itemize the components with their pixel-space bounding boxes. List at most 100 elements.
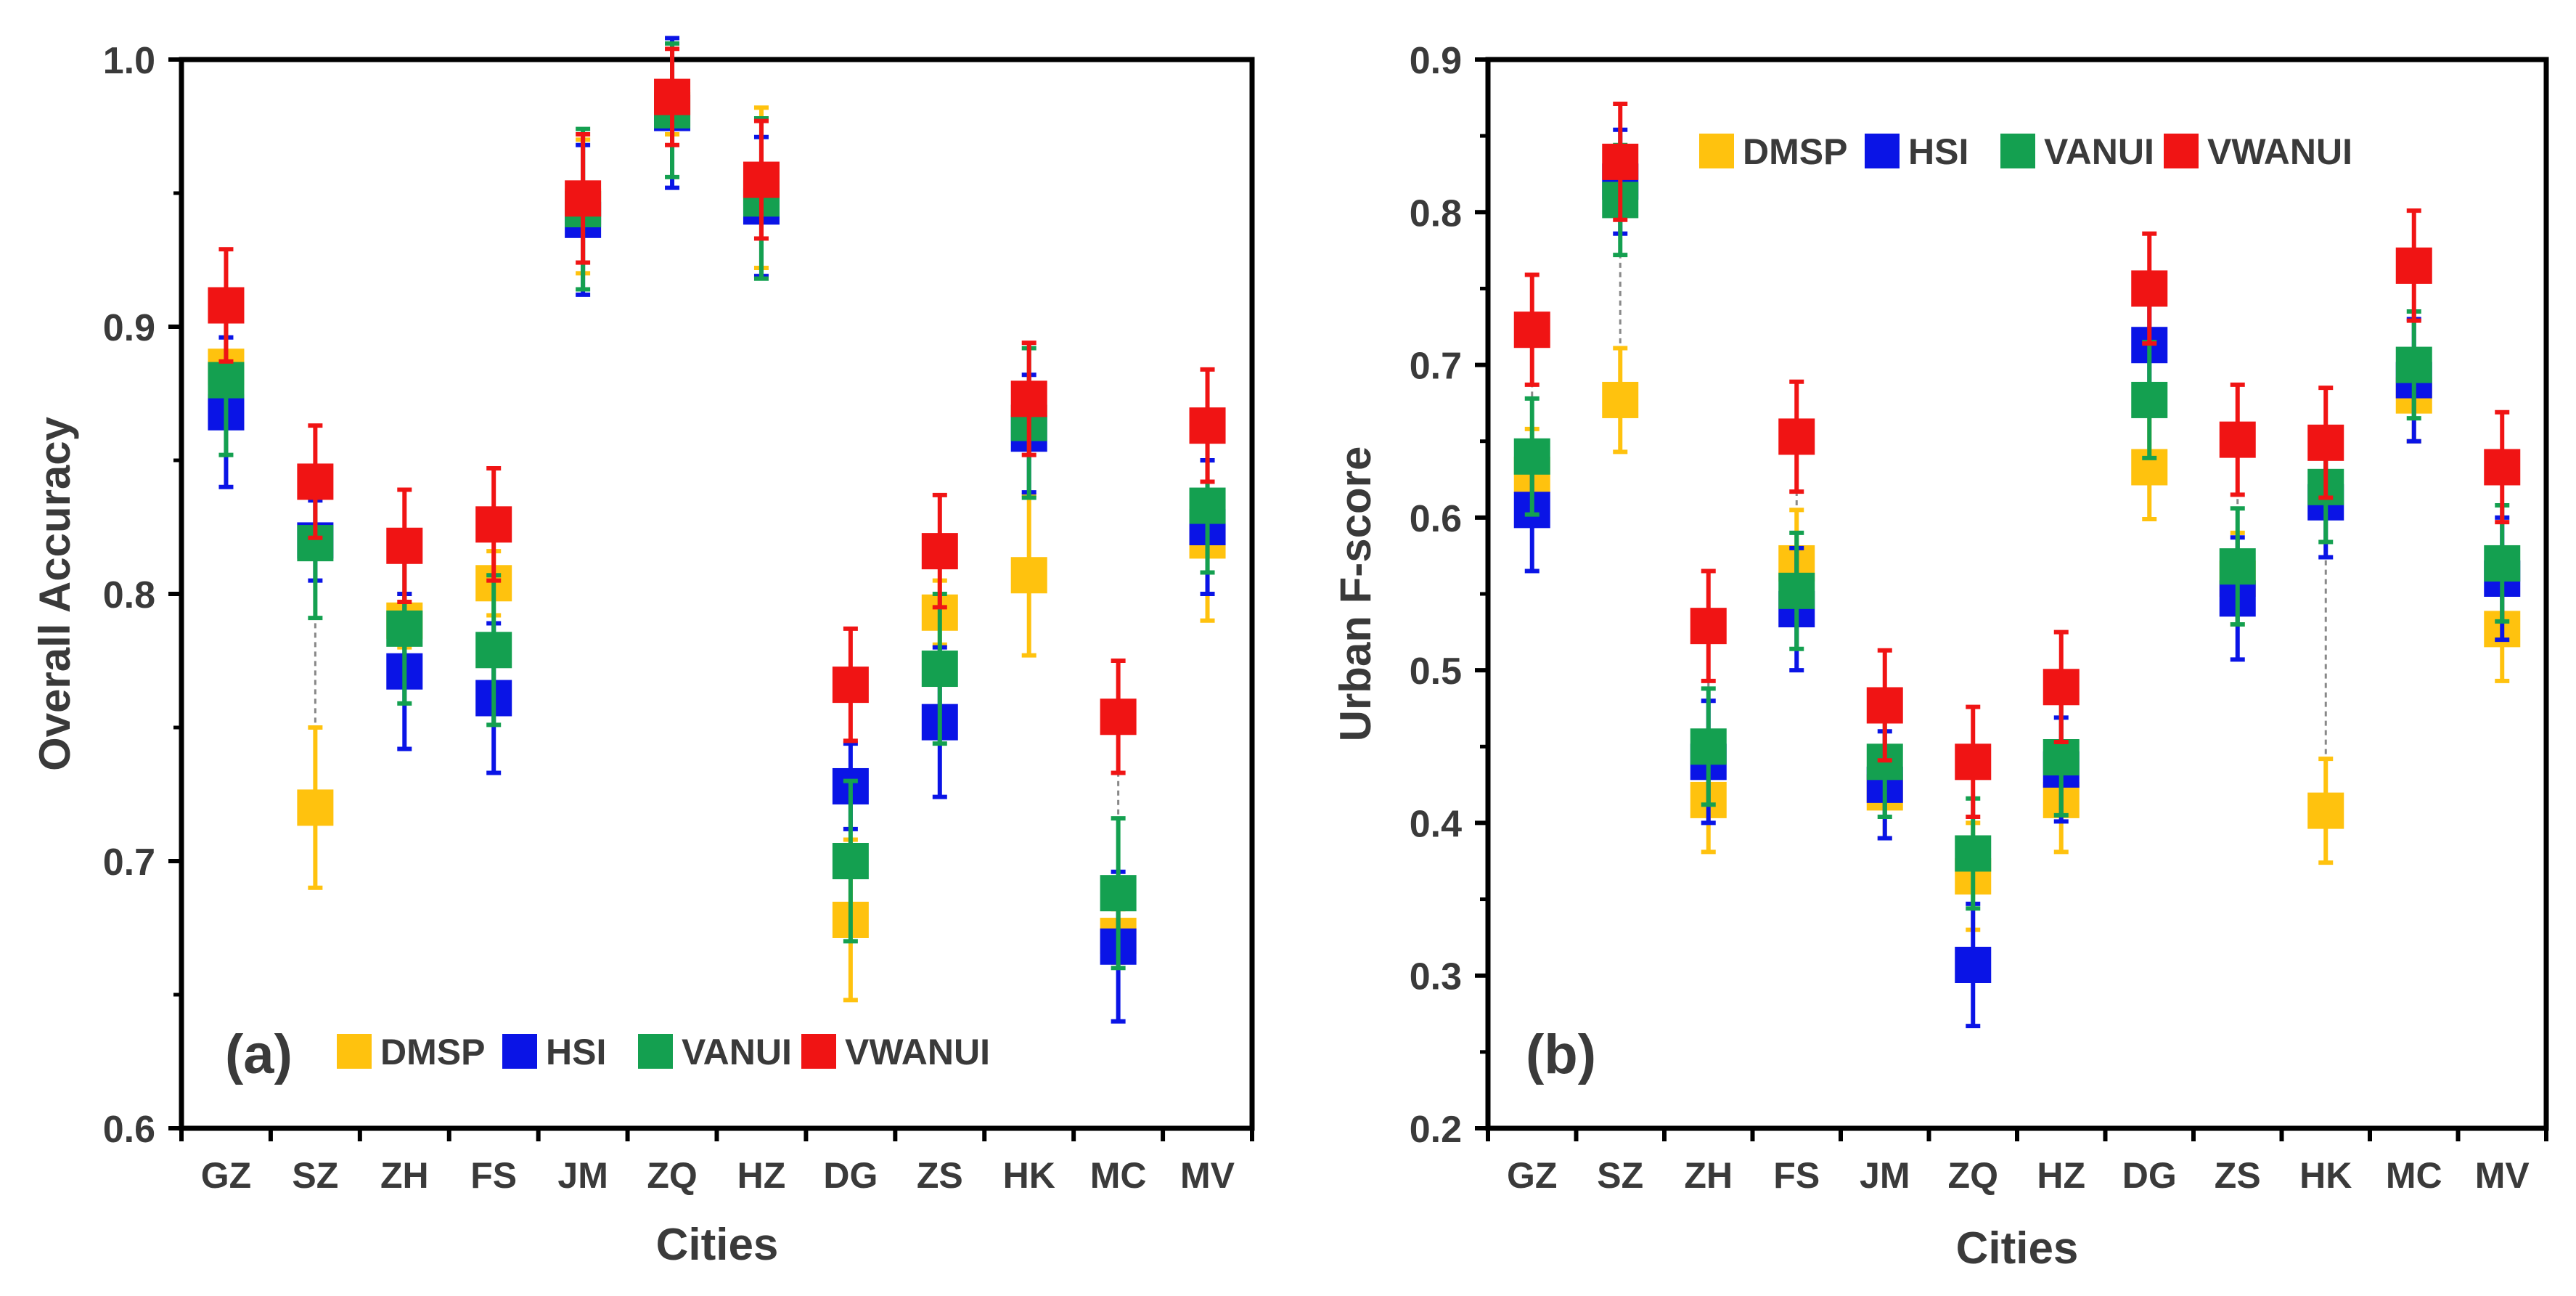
point-dmsp-hk: [2307, 792, 2344, 829]
panel-b-x-axis: GZ SZ ZH FS JM ZQ HZ DG ZS HK MC MV: [1486, 1128, 2548, 1196]
point-vanui-mc: [2395, 346, 2432, 383]
point-vanui-mv: [1189, 487, 1226, 524]
panel-a-plot-frame: [179, 57, 1255, 1131]
y-tick-label: 0.4: [1410, 803, 1462, 845]
x-tick-label-jm: JM: [557, 1155, 608, 1196]
legend-swatch-dmsp: [1699, 134, 1734, 168]
panel-b-legend: DMSP HSI VANUI VWANUI: [1699, 131, 2352, 172]
legend-label-hsi: HSI: [1908, 131, 1968, 172]
x-tick-label-hz: HZ: [2037, 1155, 2085, 1196]
point-vwanui-gz: [1513, 311, 1550, 349]
point-vanui-zh: [386, 610, 423, 647]
x-tick-label-sz: SZ: [292, 1155, 338, 1196]
panel-b-urban-f-score: 0.2 0.3 0.4 0.5 0.6 0.7 0.8 0.9 GZ SZ ZH FS JM ZQ HZ D…: [1331, 40, 2549, 1273]
x-tick-label-gz: GZ: [1507, 1155, 1557, 1196]
point-vanui-hz: [2043, 739, 2080, 776]
point-dmsp-sz: [1602, 381, 1639, 418]
x-tick-label-mc: MC: [2386, 1155, 2442, 1196]
point-vwanui-mv: [1189, 407, 1226, 444]
panel-b-y-axis-title: Urban F-score: [1331, 447, 1380, 742]
point-vwanui-dg: [832, 667, 869, 704]
point-vanui-mc: [1100, 875, 1137, 912]
legend-swatch-vwanui: [801, 1034, 836, 1069]
point-vwanui-jm: [565, 180, 602, 217]
panel-b-plot-frame: [1485, 57, 2549, 1131]
point-vanui-dg: [2131, 381, 2168, 418]
panel-a-x-axis-title: Cities: [656, 1220, 779, 1270]
legend-label-vwanui: VWANUI: [2207, 131, 2352, 172]
x-tick-label-zs: ZS: [2215, 1155, 2261, 1196]
x-tick-label-gz: GZ: [201, 1155, 251, 1196]
point-vanui-fs: [475, 632, 512, 669]
panel-a-x-axis: GZ SZ ZH FS JM ZQ HZ DG ZS HK MC MV: [179, 1128, 1254, 1196]
panel-a-label: (a): [225, 1024, 293, 1085]
legend-label-dmsp: DMSP: [1743, 131, 1847, 172]
x-tick-label-hk: HK: [1003, 1155, 1055, 1196]
point-vwanui-hz: [743, 161, 780, 198]
y-tick-label: 0.7: [103, 841, 155, 884]
y-tick-label: 0.8: [103, 574, 155, 616]
point-vanui-zq: [1955, 835, 1992, 872]
panel-a-legend: DMSP HSI VANUI VWANUI: [337, 1032, 990, 1072]
y-tick-label: 0.3: [1410, 956, 1462, 998]
y-tick-label: 1.0: [103, 40, 155, 82]
point-vwanui-mv: [2484, 449, 2521, 486]
point-vwanui-zs: [2219, 421, 2256, 458]
point-vanui-zh: [1690, 728, 1727, 765]
x-tick-label-zh: ZH: [1684, 1155, 1733, 1196]
x-tick-label-fs: FS: [1773, 1155, 1820, 1196]
panel-b-y-axis: 0.2 0.3 0.4 0.5 0.6 0.7 0.8 0.9: [1410, 40, 1488, 1151]
panel-a-data-marks: [208, 36, 1226, 1024]
panel-b-data-marks: [1513, 101, 2521, 1029]
point-vwanui-sz: [1602, 143, 1639, 180]
x-tick-label-jm: JM: [1860, 1155, 1910, 1196]
point-vanui-dg: [832, 843, 869, 879]
legend-label-vanui: VANUI: [2044, 131, 2154, 172]
y-tick-label: 0.9: [1410, 40, 1462, 82]
y-tick-label: 0.9: [103, 307, 155, 349]
point-vwanui-fs: [475, 506, 512, 543]
legend-label-vwanui: VWANUI: [845, 1032, 990, 1072]
x-tick-label-sz: SZ: [1597, 1155, 1643, 1196]
x-tick-label-hk: HK: [2299, 1155, 2352, 1196]
point-dmsp-sz: [297, 789, 334, 826]
panel-b-label: (b): [1526, 1024, 1596, 1085]
y-tick-label: 0.2: [1410, 1109, 1462, 1151]
legend-swatch-dmsp: [337, 1034, 372, 1069]
point-vwanui-mc: [2395, 247, 2432, 284]
point-vwanui-hk: [1010, 380, 1047, 417]
y-tick-label: 0.5: [1410, 651, 1462, 693]
x-tick-label-dg: DG: [2122, 1155, 2177, 1196]
point-hsi-zq: [1955, 946, 1992, 983]
point-vanui-fs: [1778, 572, 1815, 609]
point-vwanui-jm: [1866, 687, 1903, 724]
legend-swatch-hsi: [1865, 134, 1900, 168]
point-vwanui-hz: [2043, 669, 2080, 706]
point-vwanui-zq: [654, 78, 691, 115]
point-vwanui-dg: [2131, 270, 2168, 307]
x-tick-label-zs: ZS: [917, 1155, 963, 1196]
x-tick-label-dg: DG: [823, 1155, 878, 1196]
point-vwanui-hk: [2307, 424, 2344, 461]
point-vwanui-gz: [208, 287, 245, 324]
point-vwanui-zh: [386, 527, 423, 564]
x-tick-label-mc: MC: [1090, 1155, 1147, 1196]
x-tick-label-zh: ZH: [380, 1155, 429, 1196]
point-vwanui-zq: [1955, 743, 1992, 781]
panel-a-overall-accuracy: 0.6 0.7 0.8 0.9 1.0 GZ SZ ZH FS JM ZQ HZ DG ZS HK MC MV…: [30, 36, 1255, 1270]
point-vwanui-zh: [1690, 608, 1727, 645]
point-vanui-zs: [921, 651, 958, 688]
y-tick-label: 0.6: [103, 1109, 155, 1151]
point-vwanui-sz: [297, 463, 334, 500]
legend-swatch-hsi: [502, 1034, 537, 1069]
point-vwanui-zs: [921, 533, 958, 570]
x-tick-label-mv: MV: [2475, 1155, 2530, 1196]
legend-swatch-vanui: [638, 1034, 673, 1069]
legend-label-dmsp: DMSP: [380, 1032, 485, 1072]
x-tick-label-zq: ZQ: [1948, 1155, 1998, 1196]
point-vwanui-fs: [1778, 418, 1815, 455]
x-tick-label-zq: ZQ: [647, 1155, 697, 1196]
panel-a-y-axis: 0.6 0.7 0.8 0.9 1.0: [103, 40, 181, 1151]
panel-b-x-axis-title: Cities: [1956, 1223, 2079, 1273]
